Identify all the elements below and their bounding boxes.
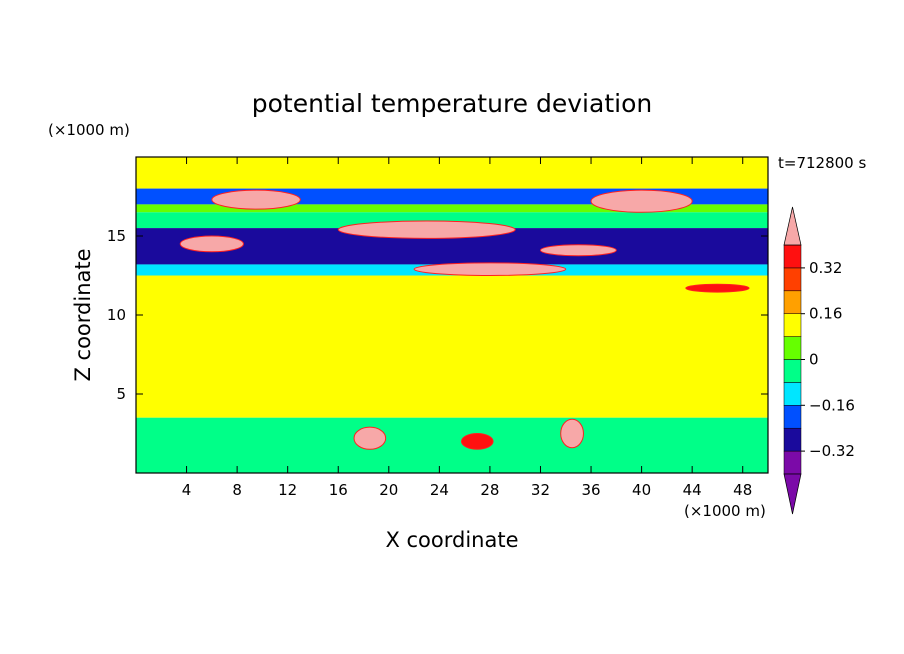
- colorbar-segment-8: [783, 267, 802, 292]
- x-axis-unit: (×1000 m): [684, 502, 766, 520]
- y-tick-label-0: 5: [116, 385, 126, 403]
- feature-1: [590, 189, 693, 213]
- feature-3: [179, 235, 244, 253]
- x-tick-label-4: 20: [379, 481, 398, 499]
- x-ticks: 4 8 12 16 20 24 28 32 36 40 44 48: [182, 157, 752, 499]
- colorbar-segment-9: [783, 244, 802, 269]
- colorbar-segment-3: [783, 382, 802, 406]
- y-tick-label-1: 10: [107, 306, 126, 324]
- colorbar-segment-7: [783, 290, 802, 314]
- features-layer: [179, 189, 750, 450]
- feature-0: [211, 189, 301, 210]
- colorbar-label-3: −0.16: [809, 396, 855, 414]
- x-tick-label-10: 44: [683, 481, 702, 499]
- time-label: t=712800 s: [778, 154, 866, 172]
- feature-7: [353, 426, 387, 450]
- x-axis-label: X coordinate: [385, 528, 518, 552]
- plot-area: [136, 157, 768, 473]
- x-tick-label-11: 48: [733, 481, 752, 499]
- x-tick-label-7: 32: [531, 481, 550, 499]
- colorbar: 0.32 0.16 0 −0.16 −0.32: [783, 206, 855, 515]
- x-tick-label-8: 36: [581, 481, 600, 499]
- colorbar-segment-5: [783, 336, 802, 360]
- x-tick-label-2: 12: [278, 481, 297, 499]
- colorbar-label-0: 0.32: [809, 259, 842, 277]
- y-ticks: 5 10 15: [107, 227, 768, 403]
- colorbar-label-2: 0: [809, 351, 819, 369]
- feature-2: [337, 220, 516, 239]
- band-2: [136, 204, 768, 213]
- x-tick-label-3: 16: [329, 481, 348, 499]
- feature-9: [460, 433, 494, 450]
- band-0: [136, 157, 768, 189]
- feature-5: [539, 244, 617, 257]
- feature-4: [413, 262, 567, 276]
- x-tick-label-1: 8: [232, 481, 242, 499]
- colorbar-over-triangle: [783, 206, 802, 246]
- colorbar-label-1: 0.16: [809, 305, 842, 323]
- colorbar-under-triangle: [783, 473, 802, 515]
- colorbar-segment-0: [783, 450, 802, 475]
- x-tick-label-6: 28: [480, 481, 499, 499]
- colorbar-label-4: −0.32: [809, 442, 855, 460]
- y-tick-label-2: 15: [107, 227, 126, 245]
- colorbar-segment-6: [783, 313, 802, 337]
- feature-6: [685, 283, 750, 293]
- x-tick-label-5: 24: [430, 481, 449, 499]
- colorbar-segment-2: [783, 405, 802, 429]
- band-7: [136, 417, 768, 473]
- y-axis-unit: (×1000 m): [48, 121, 130, 139]
- x-tick-label-9: 40: [632, 481, 651, 499]
- y-axis-label: Z coordinate: [71, 248, 95, 381]
- band-3: [136, 212, 768, 229]
- chart-title: potential temperature deviation: [252, 89, 652, 118]
- colorbar-segment-1: [783, 427, 802, 452]
- feature-8: [560, 418, 584, 449]
- x-tick-label-0: 4: [182, 481, 192, 499]
- colorbar-segment-4: [783, 359, 802, 383]
- band-6: [136, 275, 768, 418]
